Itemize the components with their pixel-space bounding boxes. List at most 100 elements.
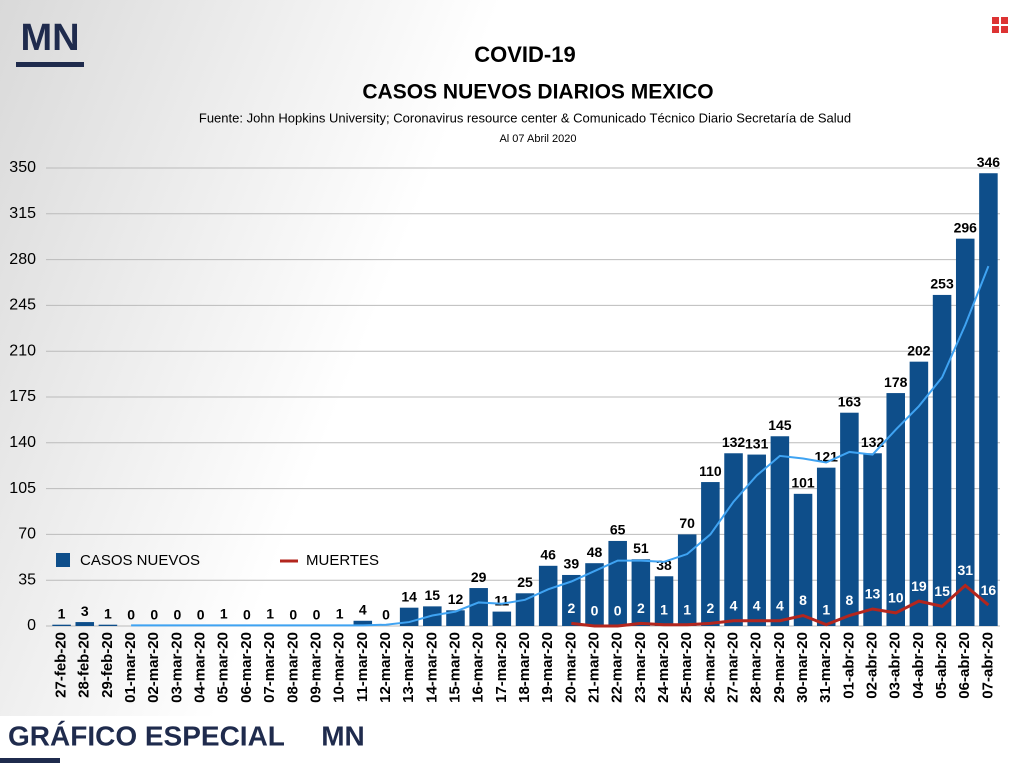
x-tick-label: 05-abr-20 bbox=[933, 632, 950, 699]
deaths-label: 1 bbox=[660, 601, 668, 617]
bar bbox=[793, 493, 813, 626]
deaths-label: 16 bbox=[981, 582, 997, 598]
bar bbox=[515, 593, 535, 626]
bar-label: 0 bbox=[127, 607, 135, 623]
bar-label: 178 bbox=[884, 374, 908, 390]
y-tick-label: 245 bbox=[9, 297, 36, 314]
x-tick-label: 16-mar-20 bbox=[470, 632, 487, 703]
y-tick-label: 35 bbox=[18, 571, 36, 588]
legend-swatch bbox=[56, 553, 70, 567]
deaths-label: 2 bbox=[706, 600, 714, 616]
bar bbox=[52, 624, 71, 626]
y-tick-label: 210 bbox=[9, 342, 36, 359]
bar bbox=[677, 534, 697, 626]
bar bbox=[863, 453, 882, 626]
x-tick-label: 06-abr-20 bbox=[956, 632, 973, 699]
x-tick-label: 08-mar-20 bbox=[284, 632, 301, 703]
bar-label: 1 bbox=[104, 605, 112, 621]
x-tick-label: 29-mar-20 bbox=[771, 632, 788, 703]
x-tick-label: 01-abr-20 bbox=[840, 632, 857, 699]
bar-label: 1 bbox=[220, 605, 228, 621]
deaths-label: 0 bbox=[614, 603, 622, 619]
x-tick-label: 03-mar-20 bbox=[168, 632, 185, 703]
x-tick-label: 20-mar-20 bbox=[562, 632, 579, 703]
bar bbox=[538, 565, 558, 626]
bar-label: 46 bbox=[540, 547, 556, 563]
bar-label: 110 bbox=[699, 463, 722, 479]
x-tick-label: 12-mar-20 bbox=[377, 632, 394, 703]
bar-label: 0 bbox=[174, 607, 182, 623]
deaths-label: 2 bbox=[567, 600, 575, 616]
bar bbox=[446, 610, 465, 626]
deaths-label: 0 bbox=[591, 603, 599, 619]
bar-label: 131 bbox=[745, 435, 769, 451]
x-tick-label: 04-mar-20 bbox=[192, 632, 209, 703]
bar-label: 0 bbox=[289, 607, 297, 623]
x-tick-label: 18-mar-20 bbox=[516, 632, 533, 703]
deaths-label: 1 bbox=[683, 601, 691, 617]
y-tick-label: 315 bbox=[9, 205, 36, 222]
bar bbox=[469, 588, 488, 626]
deaths-label: 8 bbox=[799, 592, 807, 608]
y-tick-label: 70 bbox=[18, 526, 36, 543]
deaths-label: 4 bbox=[753, 597, 761, 613]
x-tick-label: 09-mar-20 bbox=[307, 632, 324, 703]
bar-label: 15 bbox=[425, 587, 441, 603]
chart-title: COVID-19 bbox=[474, 42, 575, 67]
y-tick-label: 350 bbox=[9, 159, 36, 176]
x-tick-label: 07-mar-20 bbox=[261, 632, 278, 703]
x-tick-label: 13-mar-20 bbox=[400, 632, 417, 703]
date-note: Al 07 Abril 2020 bbox=[499, 133, 576, 145]
bar bbox=[979, 173, 998, 626]
bar bbox=[816, 467, 836, 626]
bar-label: 1 bbox=[336, 605, 344, 621]
deaths-label: 2 bbox=[637, 600, 645, 616]
x-tick-label: 19-mar-20 bbox=[539, 632, 556, 703]
x-tick-label: 04-abr-20 bbox=[910, 632, 927, 699]
bar-label: 1 bbox=[58, 605, 66, 621]
x-tick-label: 27-feb-20 bbox=[53, 632, 70, 698]
chart-subtitle: CASOS NUEVOS DIARIOS MEXICO bbox=[362, 81, 713, 104]
x-tick-label: 23-mar-20 bbox=[632, 632, 649, 703]
bar-label: 29 bbox=[471, 569, 487, 585]
footer-logo: MN bbox=[321, 720, 365, 751]
deaths-label: 19 bbox=[911, 578, 927, 594]
y-tick-label: 175 bbox=[9, 388, 36, 405]
bar-label: 101 bbox=[791, 475, 815, 491]
y-tick-label: 280 bbox=[9, 251, 36, 268]
bar-label: 1 bbox=[266, 605, 274, 621]
x-tick-label: 26-mar-20 bbox=[701, 632, 718, 703]
footer-band bbox=[0, 716, 380, 768]
x-tick-label: 14-mar-20 bbox=[423, 632, 440, 703]
bar bbox=[562, 574, 581, 626]
x-tick-label: 07-abr-20 bbox=[979, 632, 996, 699]
bar bbox=[353, 620, 373, 626]
y-tick-label: 0 bbox=[27, 617, 36, 634]
deaths-label: 1 bbox=[822, 601, 830, 617]
x-tick-label: 01-mar-20 bbox=[122, 632, 139, 703]
source: Fuente: John Hopkins University; Coronav… bbox=[199, 110, 851, 125]
bar-label: 132 bbox=[861, 434, 885, 450]
legend-label: MUERTES bbox=[306, 552, 379, 569]
x-tick-label: 02-abr-20 bbox=[864, 632, 881, 699]
bar-label: 25 bbox=[517, 574, 533, 590]
x-tick-label: 05-mar-20 bbox=[215, 632, 232, 703]
bar-label: 0 bbox=[382, 607, 390, 623]
legend-label: CASOS NUEVOS bbox=[80, 552, 200, 569]
bar bbox=[701, 482, 720, 626]
bar-label: 253 bbox=[930, 276, 954, 292]
bar bbox=[747, 454, 766, 626]
bar-label: 0 bbox=[150, 607, 158, 623]
footer-bar bbox=[0, 758, 60, 763]
bar-label: 11 bbox=[494, 592, 509, 608]
x-tick-label: 30-mar-20 bbox=[794, 632, 811, 703]
x-tick-label: 21-mar-20 bbox=[585, 632, 602, 703]
bar-label: 14 bbox=[401, 588, 417, 604]
bar-label: 0 bbox=[313, 607, 321, 623]
menu-icon[interactable] bbox=[992, 17, 1008, 33]
x-tick-label: 31-mar-20 bbox=[817, 632, 834, 703]
bar-label: 163 bbox=[838, 393, 862, 409]
bar bbox=[654, 576, 674, 626]
x-tick-label: 11-mar-20 bbox=[354, 632, 371, 702]
